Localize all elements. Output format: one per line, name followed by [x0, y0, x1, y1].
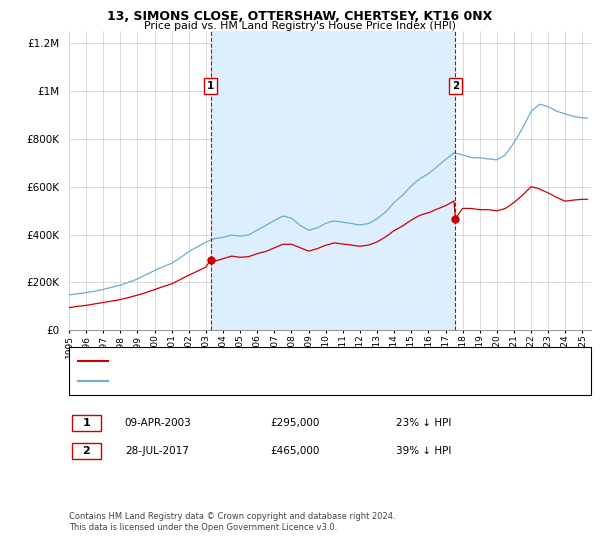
Text: 09-APR-2003: 09-APR-2003: [125, 418, 191, 428]
Text: 13, SIMONS CLOSE, OTTERSHAW, CHERTSEY, KT16 0NX (detached house): 13, SIMONS CLOSE, OTTERSHAW, CHERTSEY, K…: [114, 356, 473, 366]
Text: £295,000: £295,000: [270, 418, 319, 428]
Bar: [211, 31, 455, 330]
Text: 39% ↓ HPI: 39% ↓ HPI: [396, 446, 451, 456]
Text: 1: 1: [83, 418, 90, 428]
Text: Price paid vs. HM Land Registry's House Price Index (HPI): Price paid vs. HM Land Registry's House …: [144, 21, 456, 31]
Text: 1: 1: [207, 81, 214, 91]
Text: Contains HM Land Registry data © Crown copyright and database right 2024.
This d: Contains HM Land Registry data © Crown c…: [69, 512, 395, 532]
Text: 23% ↓ HPI: 23% ↓ HPI: [396, 418, 451, 428]
Text: £465,000: £465,000: [270, 446, 319, 456]
Text: 2: 2: [83, 446, 90, 456]
Text: HPI: Average price, detached house, Runnymede: HPI: Average price, detached house, Runn…: [114, 376, 353, 386]
Text: 28-JUL-2017: 28-JUL-2017: [125, 446, 188, 456]
Text: 2: 2: [452, 81, 459, 91]
Text: 13, SIMONS CLOSE, OTTERSHAW, CHERTSEY, KT16 0NX: 13, SIMONS CLOSE, OTTERSHAW, CHERTSEY, K…: [107, 10, 493, 23]
